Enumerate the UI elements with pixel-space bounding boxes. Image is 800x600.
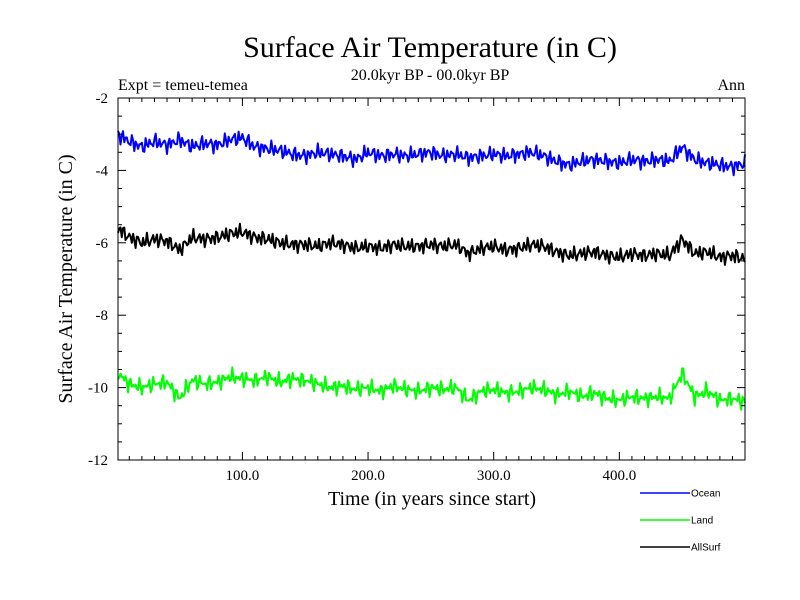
chart-title: Surface Air Temperature (in C) — [243, 31, 617, 64]
y-tick-label: -12 — [88, 453, 108, 469]
legend-label-ocean: Ocean — [691, 489, 720, 500]
chart-subtitle: 20.0kyr BP - 00.0kyr BP — [351, 67, 510, 84]
y-tick-label: -4 — [96, 163, 109, 179]
x-tick-label: 300.0 — [477, 468, 511, 484]
series-line-land — [117, 366, 746, 411]
series-lines — [117, 130, 746, 411]
y-tick-label: -6 — [96, 236, 109, 252]
x-axis-label: Time (in years since start) — [328, 488, 536, 510]
y-axis-label: Surface Air Temperature (in C) — [55, 154, 77, 403]
x-tick-label: 200.0 — [351, 468, 385, 484]
y-tick-label: -10 — [88, 381, 108, 397]
x-tick-label: 400.0 — [602, 468, 636, 484]
legend-label-allsurf: AllSurf — [691, 543, 721, 554]
y-tick-label: -2 — [96, 91, 109, 107]
x-tick-label: 100.0 — [226, 468, 260, 484]
plot-frame — [117, 97, 746, 461]
x-axis-ticks: 100.0 200.0 300.0 400.0 — [128, 98, 746, 484]
y-axis-ticks: -12 -10 -8 -6 -4 -2 — [88, 91, 745, 469]
series-line-ocean — [117, 130, 746, 177]
y-tick-label: -8 — [96, 308, 109, 324]
experiment-label: Expt = temeu-temea — [118, 77, 248, 94]
series-line-allsurf — [117, 222, 746, 266]
period-label: Ann — [717, 77, 745, 94]
legend: Ocean Land AllSurf — [640, 489, 721, 554]
legend-label-land: Land — [691, 516, 713, 527]
